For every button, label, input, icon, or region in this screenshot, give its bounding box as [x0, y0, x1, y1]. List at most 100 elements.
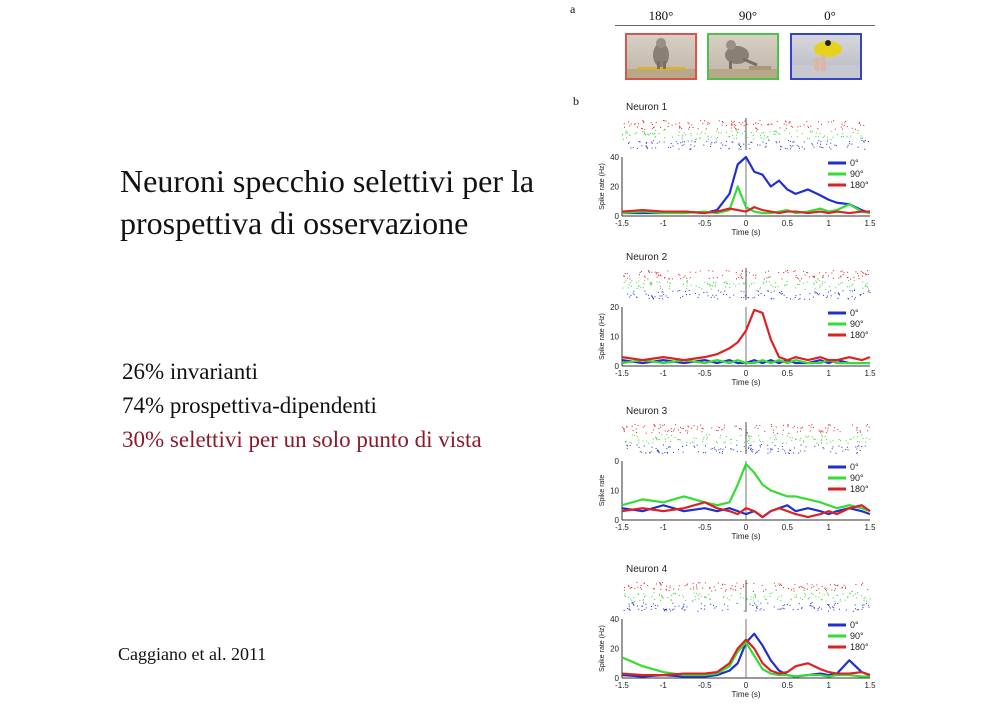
- raster-spike: [655, 583, 657, 585]
- thumbnail-view-90: [707, 33, 779, 80]
- raster-spike: [812, 606, 814, 608]
- raster-spike: [700, 132, 702, 134]
- raster-spike: [672, 451, 674, 453]
- raster-spike: [700, 603, 702, 605]
- raster-spike: [818, 596, 820, 598]
- raster-spike: [833, 604, 835, 606]
- raster-spike: [837, 293, 839, 295]
- raster-spike: [792, 452, 794, 454]
- raster-spike: [847, 271, 849, 273]
- raster-spike: [829, 607, 831, 609]
- raster-spike: [682, 141, 684, 143]
- raster-spike: [830, 295, 832, 297]
- series-line-90deg: [621, 359, 870, 365]
- raster-spike: [798, 283, 800, 285]
- raster-spike: [813, 146, 815, 148]
- x-axis-label: Time (s): [731, 690, 760, 699]
- raster-spike: [678, 588, 680, 590]
- raster-spike: [785, 127, 787, 129]
- raster-spike: [727, 605, 729, 607]
- raster-spike: [757, 122, 759, 124]
- raster-spike: [834, 588, 836, 590]
- raster-spike: [809, 298, 811, 300]
- x-tick-label: -1: [660, 369, 668, 378]
- raster-spike: [825, 432, 827, 434]
- raster-spike: [831, 606, 833, 608]
- raster-spike: [867, 270, 869, 272]
- raster-spike: [756, 290, 758, 292]
- raster-spike: [736, 278, 738, 280]
- raster-spike: [773, 434, 775, 436]
- raster-spike: [682, 445, 684, 447]
- neuron-title: Neuron 1: [626, 102, 668, 113]
- raster-spike: [623, 123, 625, 125]
- raster-spike: [660, 583, 662, 585]
- raster-spike: [850, 278, 852, 280]
- raster-spike: [774, 130, 776, 132]
- raster-spike: [850, 438, 852, 440]
- raster-spike: [738, 283, 740, 285]
- raster-spike: [650, 451, 652, 453]
- y-tick-label: 20: [610, 303, 619, 312]
- raster-spike: [741, 270, 743, 272]
- raster-spike: [637, 586, 639, 588]
- raster-spike: [817, 136, 819, 138]
- raster-spike: [623, 428, 625, 430]
- raster-spike: [686, 277, 688, 279]
- y-tick-label: 0: [615, 457, 620, 466]
- raster-spike: [765, 271, 767, 273]
- raster-spike: [629, 609, 631, 611]
- raster-spike: [652, 588, 654, 590]
- raster-spike: [669, 608, 671, 610]
- raster-spike: [842, 136, 844, 138]
- raster-spike: [725, 270, 727, 272]
- raster-spike: [633, 290, 635, 292]
- raster-spike: [832, 278, 834, 280]
- raster-spike: [857, 446, 859, 448]
- raster-spike: [841, 586, 843, 588]
- raster-spike: [782, 429, 784, 431]
- raster-spike: [793, 590, 795, 592]
- raster-spike: [623, 589, 625, 591]
- raster-spike: [810, 131, 812, 133]
- raster-spike: [780, 293, 782, 295]
- raster-spike: [726, 283, 728, 285]
- x-tick-label: 0.5: [782, 369, 794, 378]
- raster-spike: [627, 607, 629, 609]
- raster-spike: [856, 452, 858, 454]
- raster-spike: [682, 427, 684, 429]
- raster-spike: [822, 276, 824, 278]
- raster-spike: [631, 280, 633, 282]
- raster-spike: [804, 450, 806, 452]
- raster-spike: [693, 445, 695, 447]
- raster-spike: [765, 589, 767, 591]
- raster-spike: [714, 449, 716, 451]
- raster-spike: [726, 132, 728, 134]
- raster-spike: [832, 597, 834, 599]
- raster-spike: [663, 608, 665, 610]
- raster-spike: [795, 594, 797, 596]
- raster-spike: [637, 123, 639, 125]
- raster-spike: [811, 130, 813, 132]
- raster-spike: [861, 595, 863, 597]
- raster-spike: [624, 273, 626, 275]
- raster-spike: [779, 133, 781, 135]
- raster-spike: [811, 592, 813, 594]
- raster-spike: [687, 426, 689, 428]
- raster-spike: [735, 128, 737, 130]
- raster-spike: [804, 587, 806, 589]
- raster-spike: [835, 452, 837, 454]
- raster-spike: [738, 144, 740, 146]
- raster-spike: [733, 294, 735, 296]
- raster-spike: [735, 425, 737, 427]
- raster-spike: [767, 135, 769, 137]
- raster-spike: [856, 429, 858, 431]
- raster-spike: [659, 594, 661, 596]
- raster-spike: [773, 133, 775, 135]
- raster-spike: [632, 434, 634, 436]
- raster-spike: [839, 599, 841, 601]
- raster-spike: [752, 448, 754, 450]
- raster-spike: [777, 432, 779, 434]
- raster-spike: [736, 440, 738, 442]
- raster-spike: [794, 270, 796, 272]
